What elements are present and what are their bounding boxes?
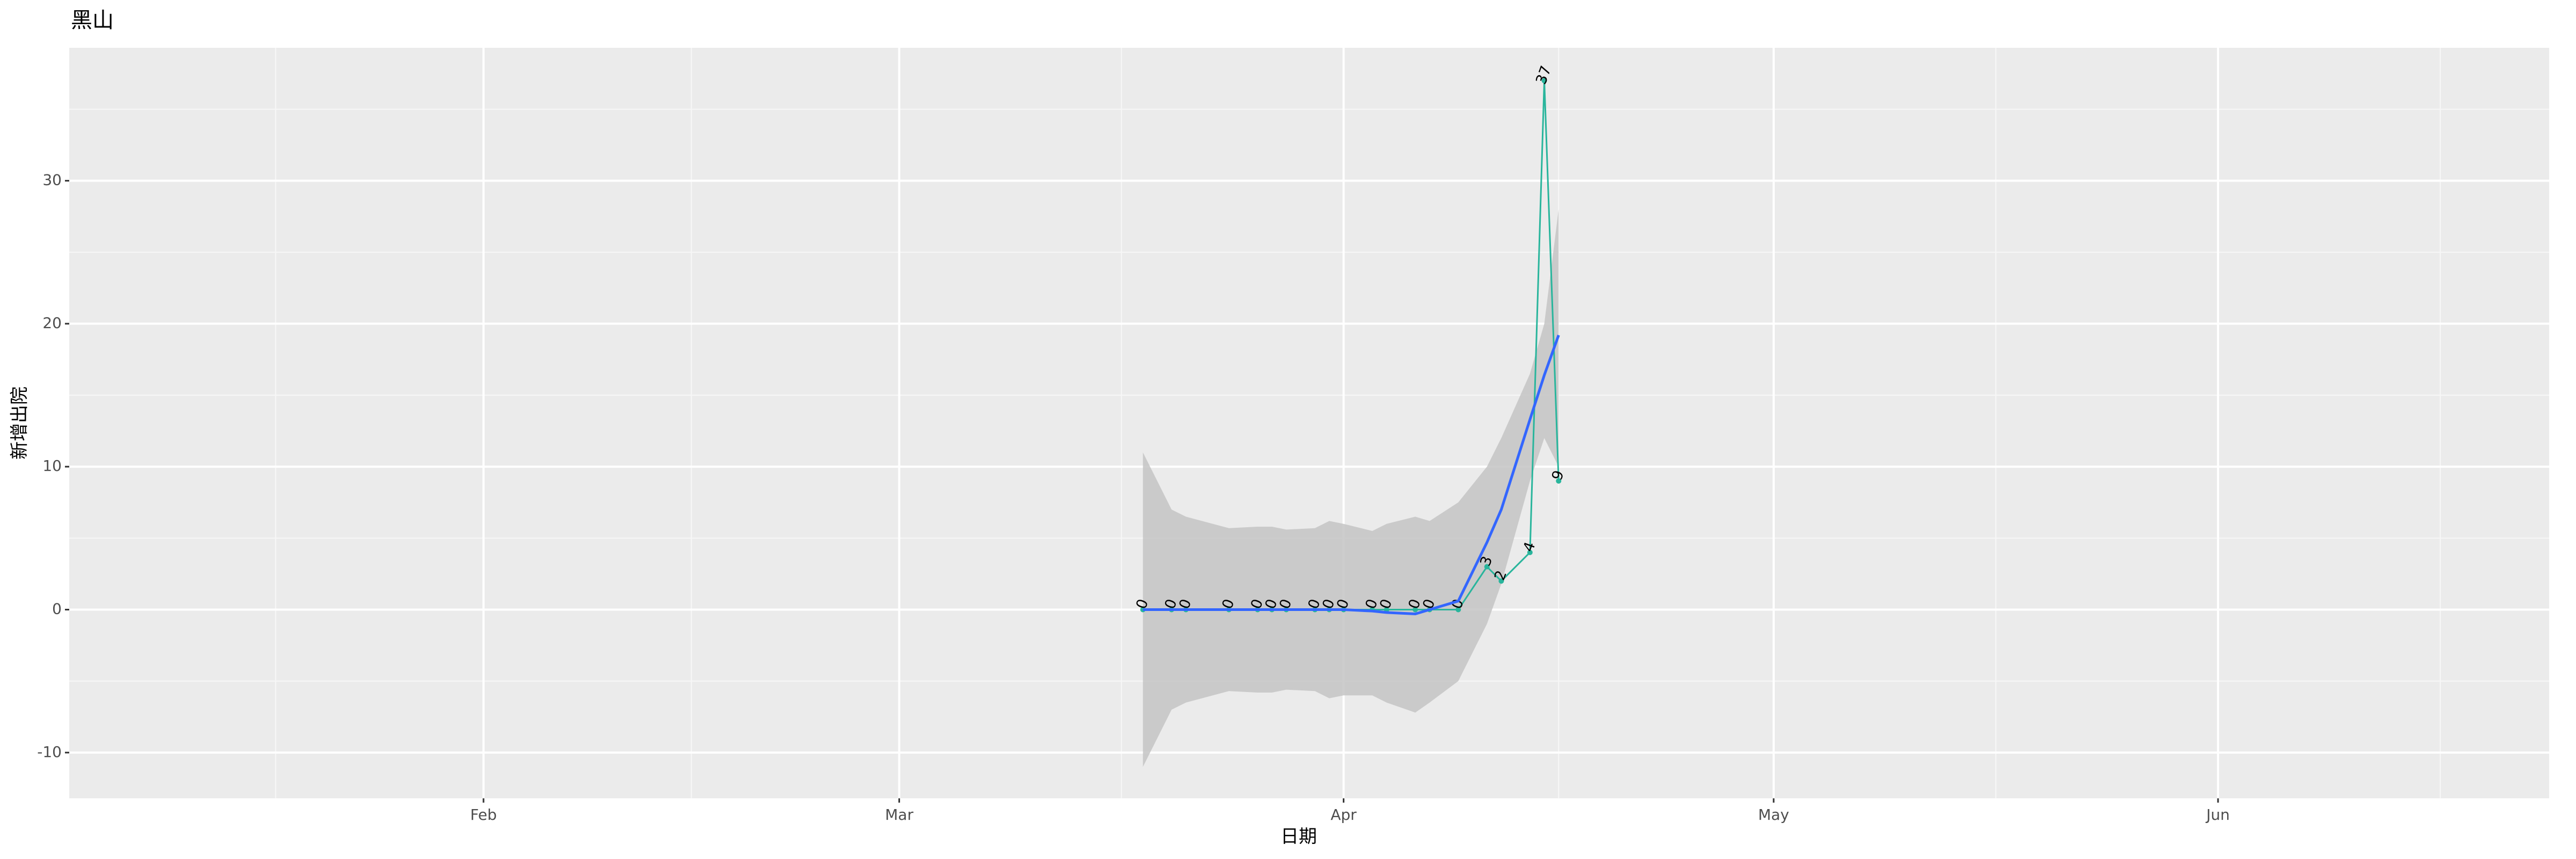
x-tick-label: Feb — [470, 806, 497, 824]
y-tick-label: -10 — [37, 743, 62, 761]
x-tick-label: Apr — [1330, 806, 1357, 824]
data-point — [1484, 564, 1490, 570]
chart-title: 黑山 — [71, 8, 114, 33]
y-tick-label: 30 — [42, 171, 62, 189]
data-point — [1541, 78, 1547, 84]
x-tick-label: Jun — [2205, 806, 2230, 824]
y-axis-title: 新增出院 — [9, 387, 31, 460]
x-tick-label: May — [1758, 806, 1789, 824]
x-tick-label: Mar — [885, 806, 913, 824]
data-point — [1384, 607, 1389, 613]
data-point — [1498, 578, 1504, 584]
confidence-band — [1143, 209, 1559, 767]
y-tick-label: 20 — [42, 314, 62, 332]
y-tick-label: 0 — [52, 600, 62, 618]
data-point — [1413, 607, 1418, 613]
y-tick-label: 10 — [42, 457, 62, 475]
smooth-line — [1143, 334, 1560, 616]
data-point — [1556, 478, 1562, 484]
data-point — [1527, 549, 1533, 555]
x-axis-title: 日期 — [1280, 826, 1317, 848]
data-point — [1455, 607, 1461, 613]
